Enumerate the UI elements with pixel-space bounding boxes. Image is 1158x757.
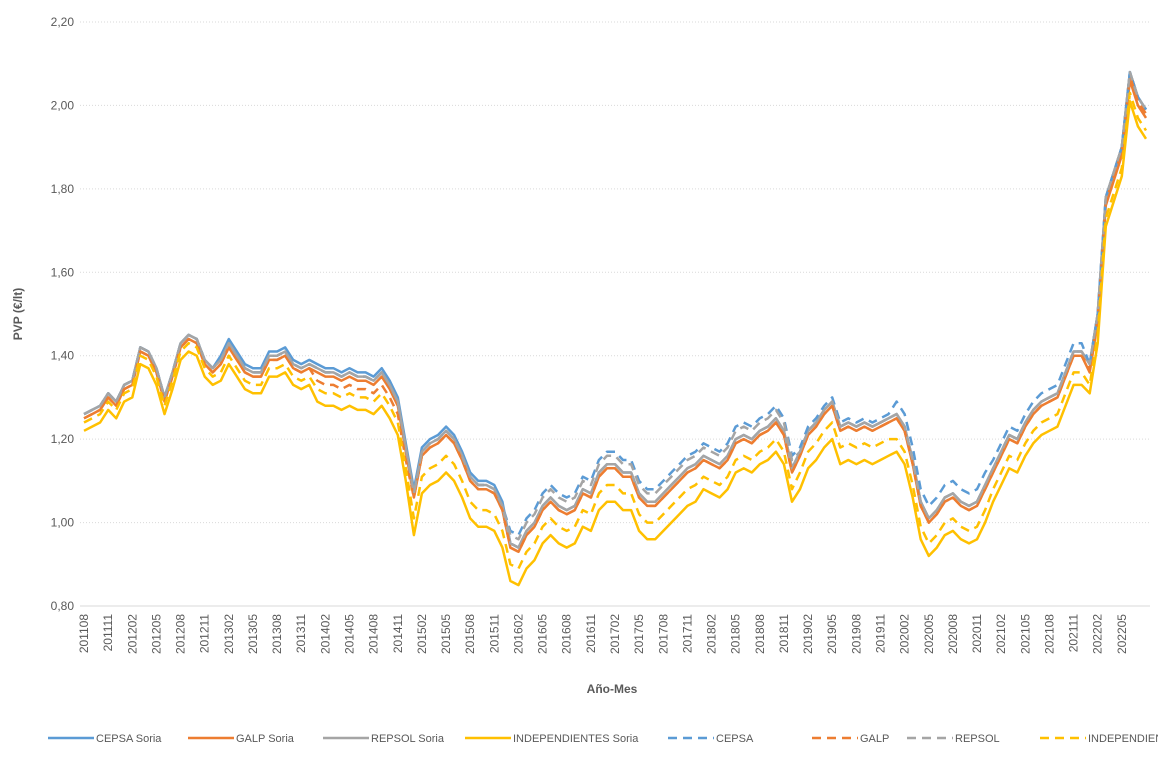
- x-tick-label: 201411: [391, 614, 405, 653]
- x-tick-label: 201902: [801, 614, 815, 654]
- x-tick-label: 201602: [511, 614, 525, 654]
- x-tick-label: 201905: [825, 614, 839, 654]
- y-axis-label: PVP (€/lt): [11, 288, 25, 340]
- x-tick-label: 201611: [584, 614, 598, 653]
- legend-label: INDEPENDIENTES: [1088, 733, 1158, 745]
- x-tick-label: 202111: [1067, 614, 1081, 653]
- y-tick-label: 2,20: [51, 15, 75, 29]
- x-tick-label: 201302: [222, 614, 236, 654]
- y-tick-label: 1,60: [51, 265, 75, 279]
- x-tick-label: 202005: [922, 614, 936, 654]
- x-tick-label: 201408: [367, 614, 381, 654]
- x-tick-label: 201802: [705, 614, 719, 654]
- x-tick-label: 201311: [294, 614, 308, 653]
- legend-label: CEPSA Soria: [96, 733, 162, 745]
- legend-label: INDEPENDIENTES Soria: [513, 733, 639, 745]
- y-tick-label: 0,80: [51, 599, 75, 613]
- series-line: [83, 100, 1148, 587]
- x-tick-label: 201908: [849, 614, 863, 654]
- x-tick-label: 201608: [560, 614, 574, 654]
- x-tick-label: 201211: [198, 614, 212, 653]
- y-tick-label: 1,40: [51, 349, 75, 363]
- series-line: [83, 70, 1148, 549]
- series-line: [83, 70, 1148, 549]
- y-tick-label: 2,00: [51, 98, 75, 112]
- x-tick-label: 201811: [777, 614, 791, 653]
- x-tick-label: 201305: [246, 614, 260, 654]
- x-tick-label: 201111: [101, 614, 115, 652]
- x-tick-label: 201508: [463, 614, 477, 654]
- y-tick-label: 1,00: [51, 516, 75, 530]
- x-axis-label: Año-Mes: [587, 682, 638, 696]
- x-tick-label: 201511: [487, 614, 501, 653]
- legend-label: REPSOL: [955, 733, 1000, 745]
- x-tick-label: 201911: [873, 614, 887, 653]
- x-tick-label: 201405: [343, 614, 357, 654]
- x-tick-label: 202202: [1091, 614, 1105, 654]
- x-tick-label: 202205: [1115, 614, 1129, 654]
- x-tick-label: 202105: [1018, 614, 1032, 654]
- legend-label: GALP: [860, 733, 889, 745]
- y-tick-label: 1,20: [51, 432, 75, 446]
- x-tick-label: 201808: [753, 614, 767, 654]
- x-tick-label: 201708: [656, 614, 670, 654]
- x-tick-label: 202011: [970, 614, 984, 653]
- series-line: [83, 74, 1148, 554]
- x-tick-label: 202002: [898, 614, 912, 654]
- x-tick-label: 201308: [270, 614, 284, 654]
- x-tick-label: 202102: [994, 614, 1008, 654]
- y-tick-label: 1,80: [51, 182, 75, 196]
- x-tick-label: 201705: [632, 614, 646, 654]
- x-tick-label: 201402: [318, 614, 332, 654]
- series-line: [83, 91, 1148, 570]
- x-tick-label: 201208: [174, 614, 188, 654]
- x-tick-label: 202108: [1042, 614, 1056, 654]
- legend-label: CEPSA: [716, 733, 754, 745]
- x-tick-label: 201805: [729, 614, 743, 654]
- x-tick-label: 201502: [415, 614, 429, 654]
- x-tick-label: 201205: [149, 614, 163, 654]
- x-tick-label: 201711: [680, 614, 694, 653]
- legend-label: REPSOL Soria: [371, 733, 445, 745]
- x-tick-label: 201702: [608, 614, 622, 654]
- x-tick-label: 202008: [946, 614, 960, 654]
- series-line: [83, 70, 1148, 541]
- x-tick-label: 201202: [125, 614, 139, 654]
- legend-label: GALP Soria: [236, 733, 295, 745]
- x-tick-label: 201108: [77, 614, 91, 653]
- x-tick-label: 201605: [536, 614, 550, 654]
- x-tick-label: 201505: [439, 614, 453, 654]
